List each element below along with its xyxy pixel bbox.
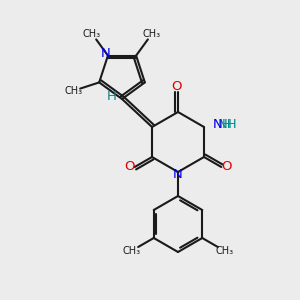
- Text: CH₃: CH₃: [122, 246, 140, 256]
- Text: CH₃: CH₃: [83, 29, 101, 39]
- Text: N: N: [173, 167, 183, 181]
- Text: O: O: [124, 160, 135, 173]
- Text: CH₃: CH₃: [216, 246, 234, 256]
- Text: O: O: [172, 80, 182, 94]
- Text: NH: NH: [218, 118, 238, 131]
- Text: H: H: [222, 118, 232, 131]
- Text: O: O: [221, 160, 232, 173]
- Text: N: N: [101, 47, 111, 60]
- Text: H: H: [107, 91, 117, 103]
- Text: CH₃: CH₃: [64, 86, 82, 96]
- Text: N: N: [213, 118, 223, 131]
- Text: CH₃: CH₃: [143, 29, 161, 39]
